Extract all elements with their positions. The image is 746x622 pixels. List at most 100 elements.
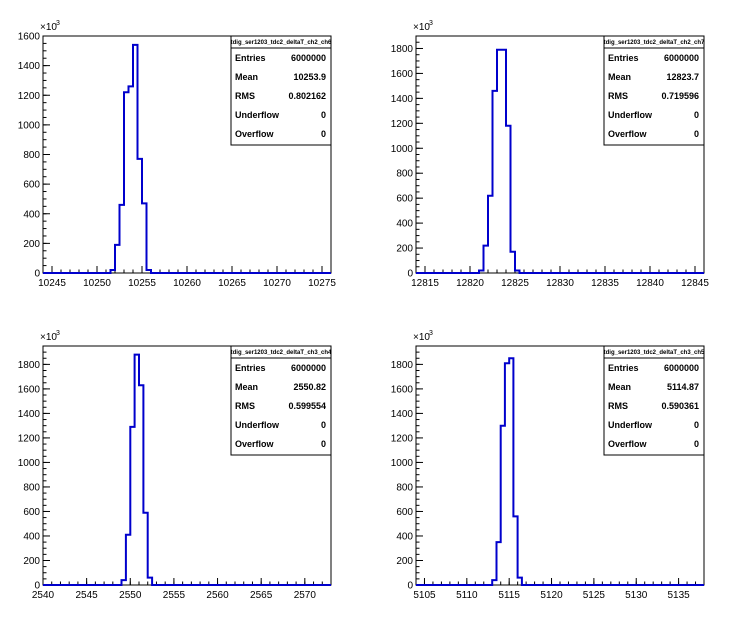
stats-row-value: 0 <box>321 420 326 430</box>
stats-row-value: 6000000 <box>291 363 326 373</box>
y-tick-label: 1200 <box>18 433 41 444</box>
stats-row-label: Underflow <box>235 110 280 120</box>
histogram-panel-2: 0 200 400 600 800 1000 1200 1400 1600 1800 12815 12… <box>391 20 710 289</box>
stats-row-value: 0 <box>694 129 699 139</box>
stats-box-frame <box>230 35 332 146</box>
y-tick-label: 1200 <box>18 91 41 102</box>
stats-row-label: Mean <box>235 382 258 392</box>
y-tick-label: 600 <box>396 194 413 205</box>
y-tick-label: 800 <box>396 169 413 180</box>
x-tick-label: 5130 <box>625 590 648 601</box>
y-tick-label: 1000 <box>18 120 41 131</box>
stats-row-label: Underflow <box>608 110 653 120</box>
histogram-outline <box>43 353 331 586</box>
y-axis-multiplier: ×10 <box>413 22 430 33</box>
x-tick-label: 12845 <box>681 278 709 289</box>
histogram-outline <box>43 43 331 274</box>
stats-row-label: Entries <box>235 53 266 63</box>
x-tick-label: 2565 <box>250 590 273 601</box>
x-tick-label: 10250 <box>83 278 111 289</box>
x-tick-label: 10265 <box>218 278 246 289</box>
stats-row-label: Overflow <box>608 439 648 449</box>
stats-box: tdig_ser1203_tdc2_deltaT_ch2_ch6 Entries 6… <box>230 35 332 146</box>
stats-row-label: RMS <box>235 401 255 411</box>
stats-row-value: 5114.87 <box>667 382 699 392</box>
stats-row-value: 0 <box>694 439 699 449</box>
y-axis-multiplier-exponent: 3 <box>429 330 433 337</box>
x-tick-label: 2560 <box>206 590 229 601</box>
y-tick-label: 1400 <box>18 61 41 72</box>
stats-title: tdig_ser1203_tdc2_deltaT_ch3_ch4 <box>231 350 332 356</box>
y-tick-label: 1600 <box>18 384 41 395</box>
x-tick-label: 10255 <box>128 278 156 289</box>
y-tick-label: 200 <box>23 556 40 567</box>
x-tick-label: 12815 <box>411 278 439 289</box>
stats-row-label: RMS <box>608 401 628 411</box>
y-tick-label: 600 <box>23 507 40 518</box>
y-tick-label: 200 <box>396 556 413 567</box>
y-tick-label: 1600 <box>391 384 414 395</box>
y-axis-multiplier-exponent: 3 <box>56 20 60 27</box>
y-tick-label: 1000 <box>18 458 41 469</box>
stats-row-value: 0 <box>694 420 699 430</box>
x-tick-label: 12825 <box>501 278 529 289</box>
y-axis-multiplier-exponent: 3 <box>429 20 433 27</box>
y-tick-label: 0 <box>407 269 413 280</box>
stats-row-label: Underflow <box>235 420 280 430</box>
stats-row-value: 0.719596 <box>661 91 699 101</box>
stats-row-label: Overflow <box>608 129 648 139</box>
histogram-panel-1: 0 200 400 600 800 1000 1200 1400 1600 10245 10250 1… <box>18 20 337 289</box>
y-tick-label: 200 <box>23 239 40 250</box>
stats-row-value: 6000000 <box>664 53 699 63</box>
y-tick-label: 1800 <box>391 44 414 55</box>
histogram-bin <box>129 86 134 273</box>
y-tick-label: 1400 <box>391 94 414 105</box>
y-tick-label: 400 <box>396 531 413 542</box>
stats-title: tdig_ser1203_tdc2_deltaT_ch3_ch5 <box>604 350 705 356</box>
stats-row-label: Mean <box>235 72 258 82</box>
x-tick-label: 5125 <box>583 590 606 601</box>
y-tick-label: 800 <box>23 482 40 493</box>
y-tick-label: 0 <box>407 581 413 592</box>
y-tick-label: 1800 <box>18 360 41 371</box>
stats-row-value: 6000000 <box>291 53 326 63</box>
stats-box-frame <box>603 345 705 456</box>
stats-box-frame <box>603 35 705 146</box>
x-tick-label: 5105 <box>413 590 436 601</box>
y-tick-label: 400 <box>396 219 413 230</box>
y-tick-label: 0 <box>34 581 40 592</box>
stats-row-value: 0 <box>321 439 326 449</box>
x-tick-label: 5135 <box>667 590 690 601</box>
stats-row-label: Underflow <box>608 420 653 430</box>
stats-row-value: 0 <box>321 110 326 120</box>
y-axis-multiplier-exponent: 3 <box>56 330 60 337</box>
y-tick-label: 1800 <box>391 360 414 371</box>
stats-title: tdig_ser1203_tdc2_deltaT_ch2_ch6 <box>231 40 332 46</box>
stats-box: tdig_ser1203_tdc2_deltaT_ch2_ch7 Entries 6… <box>603 35 705 146</box>
stats-box-frame <box>230 345 332 456</box>
x-tick-label: 5115 <box>498 590 520 601</box>
histogram-outline <box>416 357 704 586</box>
y-tick-label: 600 <box>23 180 40 191</box>
y-tick-label: 1400 <box>18 409 41 420</box>
y-tick-label: 1200 <box>391 433 414 444</box>
stats-row-value: 2550.82 <box>293 382 326 392</box>
y-axis-multiplier: ×10 <box>40 22 57 33</box>
x-tick-label: 5120 <box>540 590 563 601</box>
stats-title: tdig_ser1203_tdc2_deltaT_ch2_ch7 <box>604 40 705 46</box>
x-tick-label: 2555 <box>163 590 186 601</box>
y-tick-label: 1600 <box>18 32 41 43</box>
y-tick-label: 400 <box>23 531 40 542</box>
y-axis-multiplier: ×10 <box>413 332 430 343</box>
stats-row-label: Overflow <box>235 439 275 449</box>
stats-row-value: 10253.9 <box>293 72 326 82</box>
y-tick-label: 1400 <box>391 409 414 420</box>
x-tick-label: 12835 <box>591 278 619 289</box>
y-tick-label: 400 <box>23 209 40 220</box>
stats-row-value: 0.802162 <box>288 91 326 101</box>
x-tick-label: 5110 <box>456 590 478 601</box>
y-tick-label: 0 <box>34 269 40 280</box>
y-tick-label: 800 <box>23 150 40 161</box>
x-tick-label: 10270 <box>263 278 291 289</box>
